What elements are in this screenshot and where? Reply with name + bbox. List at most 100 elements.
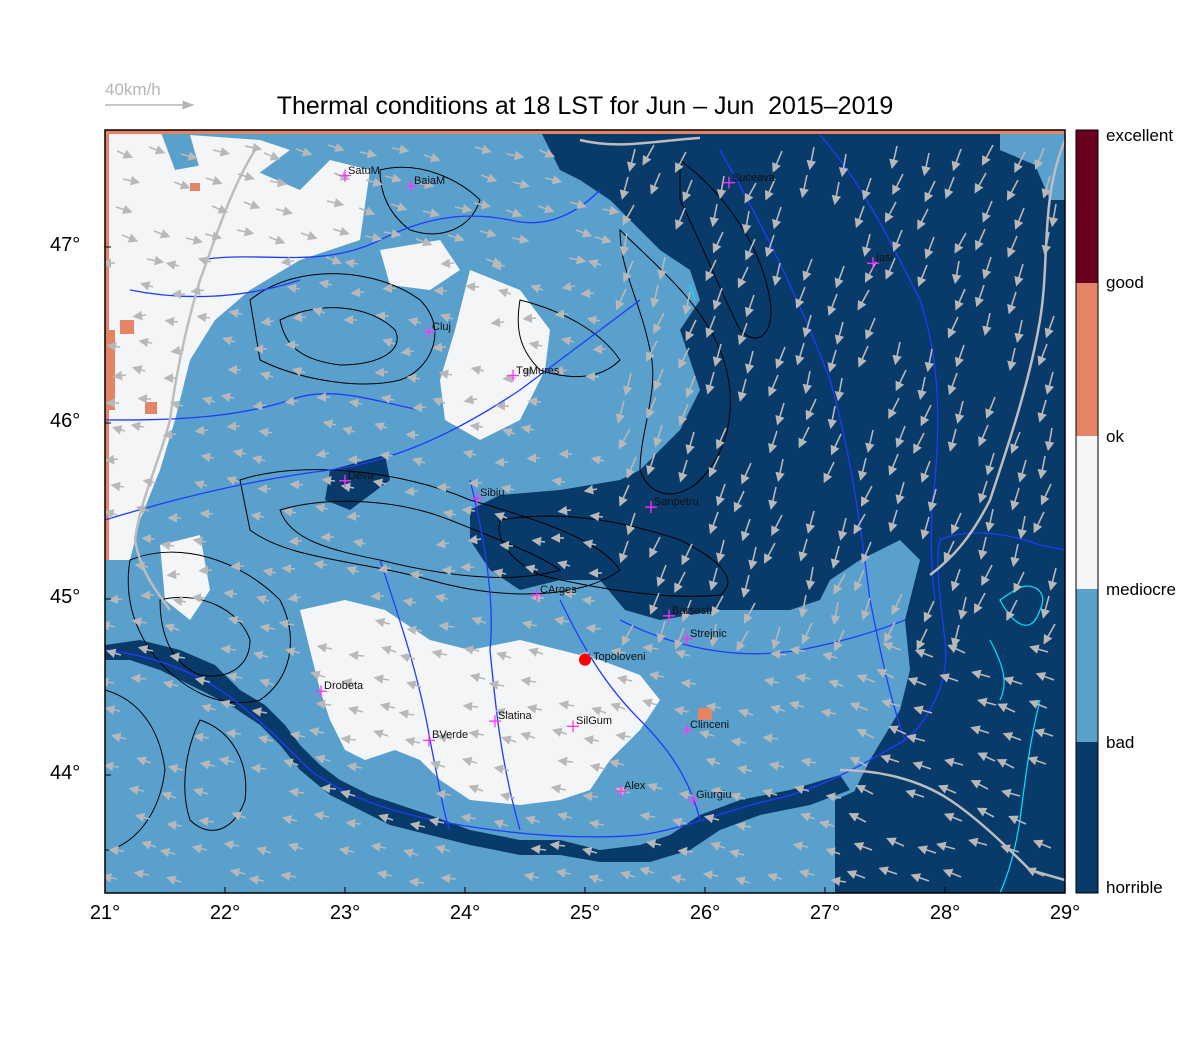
wind-arrow — [954, 288, 966, 311]
city-marker[interactable] — [681, 632, 693, 645]
wind-arrow — [763, 677, 780, 687]
siret-river — [719, 149, 906, 741]
contour-12 — [184, 719, 247, 831]
wind-arrow — [471, 616, 487, 626]
city-label: Drobeta — [324, 680, 364, 693]
wind-arrow — [583, 735, 600, 745]
wind-scale-label: 40km/h — [105, 80, 161, 99]
wind-arrow — [943, 540, 955, 563]
border-south — [839, 768, 1065, 882]
wind-arrow — [169, 400, 184, 410]
city-marker[interactable] — [687, 794, 699, 807]
wind-arrow — [416, 179, 435, 190]
wind-arrow — [325, 255, 343, 265]
city-marker[interactable] — [405, 180, 417, 193]
wind-arrow — [856, 729, 875, 739]
wind-arrow — [318, 279, 333, 289]
site-marker[interactable] — [579, 653, 591, 666]
wind-arrow — [260, 316, 275, 327]
wind-arrow — [140, 590, 155, 600]
wind-arrow — [834, 321, 845, 345]
wind-arrow — [1006, 179, 1019, 201]
wind-arrow — [190, 285, 205, 296]
city-marker[interactable] — [423, 325, 435, 338]
city-marker[interactable] — [339, 169, 351, 182]
wind-arrow — [737, 322, 748, 346]
wind-arrow — [920, 516, 930, 540]
wind-arrow — [805, 510, 816, 534]
wind-arrow — [204, 231, 223, 241]
city-marker[interactable] — [489, 715, 501, 728]
wind-arrow — [856, 674, 876, 684]
city-marker[interactable] — [507, 369, 519, 382]
city-marker[interactable] — [615, 785, 627, 798]
wind-arrow — [685, 431, 695, 455]
wind-arrow — [280, 871, 297, 881]
wind-arrow — [885, 257, 896, 280]
tick-marks — [104, 246, 1066, 893]
city-marker[interactable] — [723, 176, 735, 189]
city-marker[interactable] — [423, 734, 435, 747]
city-marker[interactable] — [531, 588, 543, 601]
wind-arrow — [853, 569, 865, 592]
wind-arrow — [403, 848, 419, 858]
wind-arrow — [831, 181, 842, 206]
contour-10 — [517, 299, 621, 378]
wind-arrow — [344, 258, 359, 269]
good-spot-4 — [145, 402, 157, 414]
wind-arrow — [555, 868, 572, 878]
wind-arrow — [1017, 459, 1027, 483]
wind-arrow — [608, 758, 625, 769]
good-spot-1 — [190, 183, 200, 191]
wind-arrow — [645, 340, 658, 362]
wind-arrow — [708, 567, 719, 591]
wind-arrow — [105, 621, 116, 631]
city-marker[interactable] — [645, 501, 657, 514]
wind-arrow — [237, 171, 255, 181]
wind-arrow — [212, 147, 231, 157]
city-marker[interactable] — [681, 723, 693, 736]
wind-arrow — [359, 148, 378, 159]
wind-arrow — [373, 729, 389, 739]
wind-arrow — [185, 235, 204, 245]
wind-arrow — [422, 208, 441, 218]
city-marker[interactable] — [471, 492, 483, 505]
wind-arrow — [223, 588, 238, 599]
wind-arrow — [678, 347, 690, 370]
wind-arrow — [160, 540, 175, 551]
wind-arrow — [1000, 844, 1020, 854]
wind-arrow — [404, 736, 421, 747]
wind-arrow — [315, 448, 330, 459]
wind-arrow — [560, 336, 575, 346]
wind-arrow — [382, 283, 397, 294]
wind-arrow — [881, 698, 901, 709]
city-marker[interactable] — [315, 685, 327, 698]
city-marker[interactable] — [867, 257, 879, 270]
wind-arrow — [748, 546, 758, 570]
wind-arrow — [582, 539, 597, 549]
wind-arrow — [105, 705, 121, 715]
wind-arrow — [590, 455, 605, 465]
wind-arrow — [382, 338, 396, 348]
wind-arrow — [698, 729, 715, 740]
wind-arrow — [248, 875, 265, 885]
wind-arrow — [431, 649, 448, 659]
contour-2 — [279, 307, 398, 366]
wind-arrow — [1008, 815, 1027, 825]
wind-arrow — [219, 699, 236, 709]
city-marker[interactable] — [339, 474, 351, 487]
wind-arrow — [653, 424, 663, 448]
wind-arrow — [736, 764, 753, 775]
wind-arrow — [656, 564, 667, 587]
city-marker[interactable] — [663, 609, 675, 622]
wind-arrow — [231, 811, 247, 821]
wind-arrow — [585, 371, 600, 382]
wind-arrow — [469, 421, 484, 432]
wind-arrow — [895, 369, 907, 392]
wind-arrow — [639, 811, 656, 822]
wind-arrow — [1017, 515, 1028, 540]
wind-arrow — [226, 672, 243, 682]
wind-arrow — [244, 142, 263, 153]
city-marker[interactable] — [567, 720, 579, 733]
danube-river — [105, 532, 1065, 838]
